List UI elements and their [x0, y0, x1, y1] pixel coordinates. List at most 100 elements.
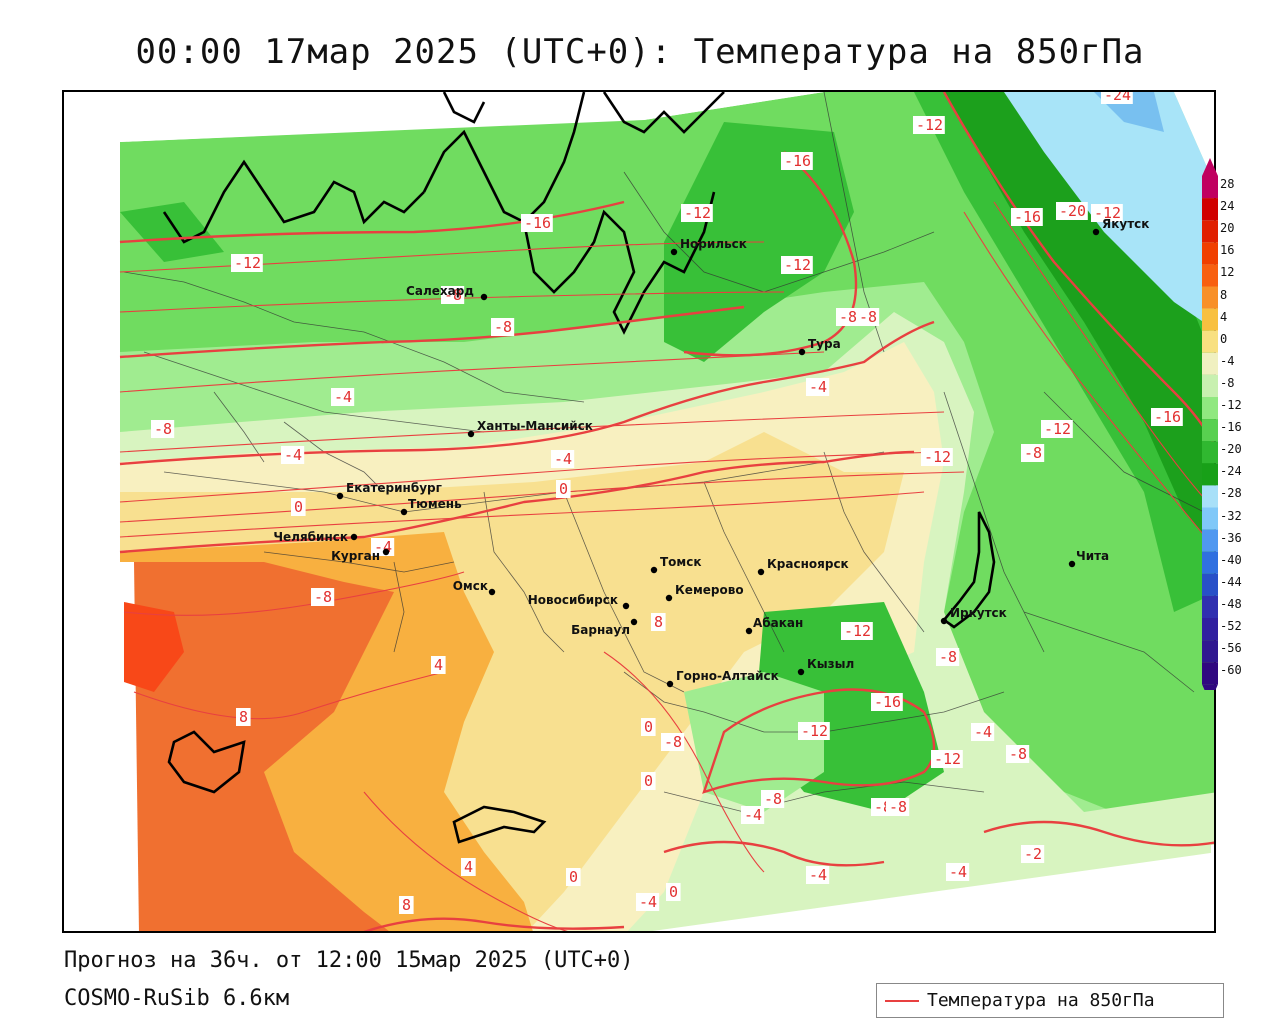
city-marker: Омск [453, 579, 496, 596]
svg-text:-24: -24 [1104, 92, 1131, 104]
region-border [283, 421, 385, 493]
region-border [623, 671, 1005, 733]
isotherm-line [133, 671, 445, 720]
scale-tick-label: 4 [1220, 309, 1228, 324]
svg-text:8: 8 [239, 708, 248, 726]
isotherm-line-bold [119, 200, 625, 244]
region-border [393, 561, 405, 653]
svg-text:-8: -8 [494, 318, 512, 336]
isotherm-label: -8 [441, 286, 465, 304]
svg-text:Тура: Тура [808, 337, 841, 351]
svg-text:Норильск: Норильск [680, 237, 747, 251]
isotherm-line-bold [363, 917, 625, 931]
svg-text:-12: -12 [916, 116, 943, 134]
isotherm-label: 4 [461, 858, 476, 876]
city-marker: Ханты-Мансийск [467, 419, 593, 438]
isotherm-line-bold [702, 688, 936, 794]
isotherm-label: 4 [431, 656, 446, 674]
city-marker: Екатеринбург [336, 481, 442, 500]
isotherm-label: -8 [1211, 845, 1214, 863]
svg-text:-12: -12 [801, 722, 828, 740]
coastline [602, 92, 725, 134]
city-marker: Томск [650, 555, 702, 574]
region-border [263, 551, 455, 573]
isotherm-label: -12 [1041, 420, 1073, 438]
city-marker: Челябинск [273, 530, 358, 544]
svg-text:-16: -16 [874, 693, 901, 711]
isotherm-label: -8 [661, 733, 685, 751]
isotherm-label: -16 [1151, 408, 1183, 426]
svg-text:0: 0 [644, 718, 653, 736]
isotherm-line-bold [942, 92, 1214, 447]
temperature-zone [124, 602, 184, 692]
svg-text:-12: -12 [1094, 204, 1121, 222]
isotherm-label: -8 [761, 790, 785, 808]
svg-text:Омск: Омск [453, 579, 488, 593]
isotherm-label: -8 [836, 308, 860, 326]
scale-swatch [1202, 286, 1218, 309]
isotherm-line-bold [119, 320, 935, 466]
map-title: 00:00 17мар 2025 (UTC+0): Температура на… [135, 32, 1145, 72]
city-marker: Салехард [406, 284, 488, 301]
svg-text:Горно-Алтайск: Горно-Алтайск [676, 669, 779, 683]
svg-text:-16: -16 [1154, 408, 1181, 426]
isotherm-label: 0 [291, 498, 306, 516]
coastline [167, 730, 246, 794]
svg-text:8: 8 [402, 896, 411, 914]
city-marker: Якутск [1092, 217, 1149, 236]
region-border [563, 491, 685, 693]
isotherm-label: -12 [781, 256, 813, 274]
svg-text:-12: -12 [934, 750, 961, 768]
svg-text:-8: -8 [1009, 745, 1027, 763]
scale-tick-label: -56 [1220, 641, 1242, 656]
city-marker: Иркутск [940, 606, 1007, 625]
scale-swatch [1202, 463, 1218, 486]
svg-text:0: 0 [559, 480, 568, 498]
city-marker: Красноярск [757, 557, 849, 576]
isotherm-line [119, 411, 945, 453]
isotherm-label: -4 [806, 866, 830, 884]
scale-tick-label: -4 [1220, 353, 1235, 368]
svg-text:-8: -8 [664, 733, 682, 751]
svg-text:-4: -4 [639, 893, 657, 911]
region-border [1023, 611, 1195, 693]
coastline [162, 159, 425, 244]
svg-text:Екатеринбург: Екатеринбург [346, 481, 442, 495]
isotherm-label: -8 [311, 588, 335, 606]
temperature-zone [120, 92, 624, 142]
temperature-zone [944, 92, 1214, 548]
isotherm-label: -12 [913, 116, 945, 134]
scale-swatch [1202, 220, 1218, 243]
isotherm-label: -16 [781, 152, 813, 170]
city-marker: Тура [798, 337, 841, 356]
svg-text:-20: -20 [1059, 202, 1086, 220]
svg-text:-12: -12 [924, 448, 951, 466]
svg-text:-8: -8 [154, 420, 172, 438]
svg-text:Красноярск: Красноярск [767, 557, 849, 571]
region-border [943, 391, 1045, 653]
scale-swatch [1202, 242, 1218, 265]
scale-swatch [1202, 640, 1218, 663]
isotherm-label: -20 [1056, 202, 1088, 220]
scale-tick-label: -24 [1220, 464, 1242, 479]
isotherm-line-bold [119, 305, 745, 359]
svg-text:-8: -8 [839, 308, 857, 326]
isotherm-label: -8 [1006, 745, 1030, 763]
isotherm-line [963, 211, 1214, 549]
isotherm-label: -4 [971, 723, 995, 741]
region-border [483, 491, 565, 653]
svg-text:-8: -8 [444, 286, 462, 304]
scale-swatch [1202, 397, 1218, 420]
scale-swatch [1202, 507, 1218, 530]
coastline [522, 191, 716, 335]
svg-text:-16: -16 [1014, 208, 1041, 226]
svg-text:Кемерово: Кемерово [675, 583, 744, 597]
isotherm-label: -8 [151, 420, 175, 438]
svg-text:4: 4 [434, 656, 443, 674]
isotherm-label: 0 [641, 772, 656, 790]
scale-tick-label: 16 [1220, 243, 1235, 258]
isotherm-label: -8 [886, 798, 910, 816]
legend-label: Температура на 850гПа [927, 990, 1155, 1011]
scale-swatch [1202, 176, 1218, 199]
city-marker: Курган [331, 548, 390, 563]
